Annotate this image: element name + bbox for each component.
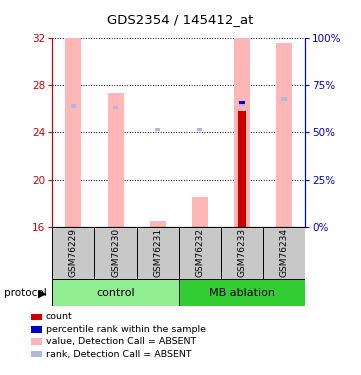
- Bar: [234, 38, 250, 227]
- Text: protocol: protocol: [4, 288, 47, 298]
- Bar: [52, 227, 95, 279]
- Bar: [155, 128, 160, 132]
- Text: count: count: [46, 312, 73, 321]
- Text: rank, Detection Call = ABSENT: rank, Detection Call = ABSENT: [46, 350, 191, 358]
- Bar: [179, 227, 221, 279]
- Bar: [239, 103, 245, 106]
- Bar: [221, 227, 263, 279]
- Text: control: control: [96, 288, 135, 297]
- Text: GSM76234: GSM76234: [279, 228, 288, 277]
- Text: MB ablation: MB ablation: [209, 288, 275, 297]
- Bar: [71, 105, 76, 108]
- Text: GSM76230: GSM76230: [111, 228, 120, 277]
- Bar: [197, 128, 203, 132]
- Bar: [239, 101, 245, 104]
- Bar: [192, 197, 208, 227]
- Bar: [276, 44, 292, 227]
- Bar: [238, 111, 246, 227]
- Bar: [281, 98, 287, 101]
- Text: GSM76232: GSM76232: [195, 228, 204, 277]
- Text: GSM76231: GSM76231: [153, 228, 162, 277]
- Bar: [113, 106, 118, 109]
- Text: value, Detection Call = ABSENT: value, Detection Call = ABSENT: [46, 337, 196, 346]
- Bar: [95, 227, 136, 279]
- Bar: [136, 227, 179, 279]
- Bar: [108, 93, 123, 227]
- Bar: [263, 227, 305, 279]
- Text: GDS2354 / 145412_at: GDS2354 / 145412_at: [107, 13, 254, 26]
- Text: percentile rank within the sample: percentile rank within the sample: [46, 325, 206, 334]
- Text: GSM76233: GSM76233: [238, 228, 246, 277]
- Bar: [150, 221, 166, 227]
- Text: ▶: ▶: [38, 288, 47, 298]
- Bar: [179, 279, 305, 306]
- Text: GSM76229: GSM76229: [69, 228, 78, 277]
- Bar: [65, 38, 82, 227]
- Bar: [52, 279, 179, 306]
